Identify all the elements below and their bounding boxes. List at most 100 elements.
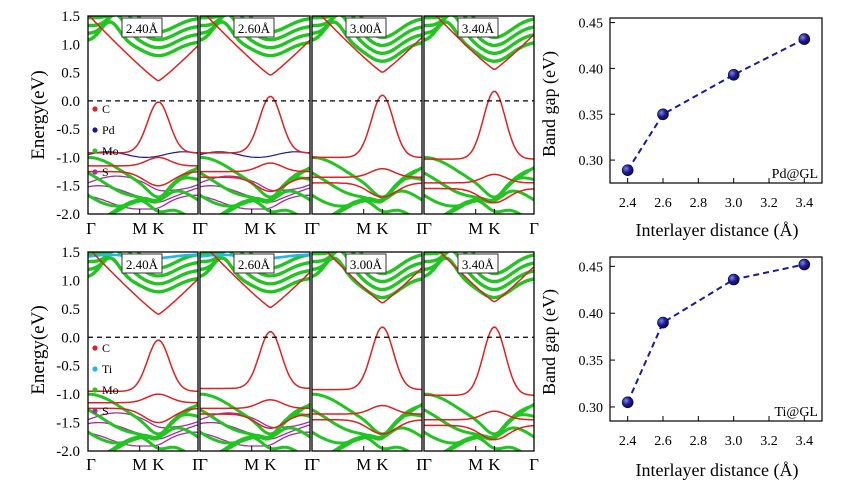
- x-tick-label: 2.6: [654, 196, 672, 211]
- k-label: Γ: [422, 455, 432, 474]
- band-c: [88, 393, 198, 404]
- panel-label: 3.00Å: [350, 21, 383, 36]
- band-c: [88, 170, 198, 187]
- energy-axis-label: Energy(eV): [28, 70, 49, 159]
- panel-frame: [199, 251, 311, 452]
- panel-label: 2.40Å: [126, 257, 159, 272]
- plot-frame: [609, 256, 823, 422]
- panel-label: 2.60Å: [238, 257, 271, 272]
- y-tick-label: 0.45: [579, 17, 604, 32]
- band-pd: [88, 151, 198, 158]
- y-tick-label: 0.35: [579, 354, 604, 369]
- energy-tick-label: -1.0: [56, 150, 80, 166]
- band-c: [424, 90, 534, 160]
- band-c: [435, 16, 534, 71]
- band-mo: [443, 198, 523, 214]
- k-label: K: [152, 455, 165, 474]
- energy-tick-label: 1.5: [61, 245, 80, 261]
- k-label: M: [132, 455, 147, 474]
- band-c: [209, 252, 310, 309]
- panel-frame: [423, 15, 535, 215]
- panel-frame: [87, 251, 199, 452]
- band-c: [424, 424, 534, 441]
- band-gap-point: [727, 69, 740, 81]
- k-label: Γ: [529, 219, 539, 238]
- k-label: Γ: [416, 455, 426, 474]
- k-label: K: [152, 219, 165, 238]
- band-c: [312, 326, 422, 391]
- plot-frame: [609, 17, 823, 184]
- k-label: K: [376, 455, 389, 474]
- band-gap-series-line: [626, 263, 805, 403]
- band-c: [312, 168, 422, 178]
- legend-label: C: [102, 341, 110, 355]
- k-label: Γ: [422, 219, 432, 238]
- energy-tick-label: -0.5: [56, 359, 80, 375]
- band-mo: [200, 426, 310, 451]
- band-panel: 2.60Å: [199, 251, 311, 452]
- k-label: Γ: [86, 455, 96, 474]
- k-label: M: [244, 219, 259, 238]
- x-tick-label: 2.8: [690, 434, 708, 449]
- k-label: Γ: [304, 219, 314, 238]
- x-tick-label: 3.4: [796, 434, 814, 449]
- legend-label: Mo: [102, 144, 119, 158]
- energy-tick-label: -1.0: [56, 387, 80, 403]
- energy-tick-label: -2.0: [56, 444, 80, 460]
- band-gap-point: [657, 316, 669, 329]
- band-mo: [312, 426, 422, 451]
- band-mo: [88, 426, 198, 451]
- band-lines: [424, 252, 534, 451]
- y-tick-label: 0.45: [579, 260, 604, 275]
- band-gap-chart-pd: Band gap (eV) Interlayer distance (Å) Pd…: [539, 17, 823, 241]
- band-c: [200, 330, 310, 390]
- band-gap-plot: 2.4 2.6 2.8 3.0 3.2 3.4 0.30 0.35 0.40 0.45: [579, 256, 823, 449]
- band-c: [200, 162, 310, 173]
- band-mo: [200, 189, 310, 214]
- panel-label: 3.00Å: [350, 257, 383, 272]
- panel-frame: [311, 15, 423, 215]
- band-mo: [88, 189, 198, 214]
- band-s: [88, 175, 198, 192]
- panel-label-box: [233, 253, 275, 274]
- k-label: M: [468, 455, 483, 474]
- band-c: [200, 399, 310, 410]
- band-panel: 2.60Å: [199, 15, 311, 215]
- band-gap-point: [727, 273, 740, 286]
- band-c: [439, 252, 534, 303]
- band-c: [312, 182, 422, 198]
- band-gap-point: [798, 258, 811, 271]
- panel-label-box: [233, 17, 275, 38]
- x-tick-label: 3.4: [796, 196, 814, 211]
- band-mo: [107, 435, 187, 451]
- band-c: [200, 413, 310, 429]
- band-gap-point: [621, 164, 634, 176]
- band-mo: [424, 16, 534, 48]
- band-mo: [331, 435, 411, 451]
- band-gap-ylabel: Band gap (eV): [539, 51, 560, 157]
- band-c: [424, 173, 534, 184]
- k-label: M: [356, 219, 371, 238]
- band-lines: [200, 16, 310, 214]
- band-s: [88, 412, 198, 429]
- band-lines: [88, 252, 198, 451]
- band-c: [424, 187, 534, 204]
- band-gap-point: [621, 396, 634, 409]
- band-panels: 2.40Å 2.60Å 3.00Å 3.40Å: [87, 15, 535, 215]
- panel-label-box: [345, 17, 387, 38]
- band-gap-ylabel: Band gap (eV): [539, 289, 560, 395]
- band-c: [88, 16, 198, 82]
- band-s: [88, 194, 198, 210]
- energy-tick-label: 0.0: [61, 330, 80, 346]
- band-gap-point: [657, 108, 669, 121]
- band-mo: [312, 189, 422, 214]
- legend-label: Ti: [102, 362, 113, 376]
- k-label: Γ: [198, 455, 208, 474]
- x-tick-label: 2.4: [619, 434, 637, 449]
- k-label: K: [376, 219, 389, 238]
- y-tick-label: 0.30: [579, 154, 604, 169]
- legend-label: S: [102, 404, 109, 418]
- energy-tick-label: -2.0: [56, 207, 80, 223]
- energy-tick-label: -1.5: [56, 179, 80, 195]
- band-gap-series-line: [626, 38, 805, 171]
